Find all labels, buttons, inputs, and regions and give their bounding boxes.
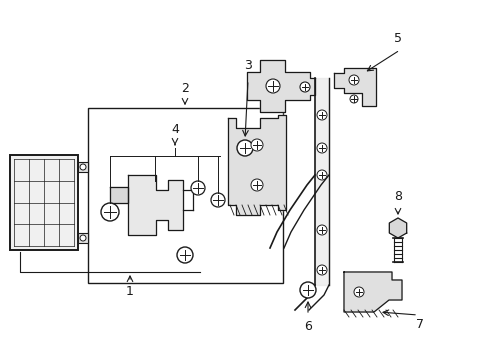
Text: 3: 3 [244,59,252,72]
Circle shape [317,170,327,180]
Circle shape [101,203,119,221]
Polygon shape [344,272,402,312]
Polygon shape [334,68,376,106]
Circle shape [350,95,358,103]
Text: 7: 7 [416,318,424,331]
Circle shape [177,247,193,263]
Polygon shape [315,78,329,285]
Polygon shape [128,175,183,235]
Circle shape [317,265,327,275]
Bar [10,155,78,250]
Text: 2: 2 [181,82,189,95]
Circle shape [354,287,364,297]
Circle shape [300,282,316,298]
Text: 4: 4 [171,123,179,136]
Circle shape [317,225,327,235]
Text: 8: 8 [394,190,402,203]
Circle shape [251,179,263,191]
Circle shape [317,110,327,120]
Circle shape [191,181,205,195]
Circle shape [300,82,310,92]
Polygon shape [228,115,286,215]
Circle shape [251,139,263,151]
Text: 5: 5 [394,32,402,45]
Bar [78,233,88,243]
Circle shape [349,75,359,85]
Text: 1: 1 [126,285,134,298]
Polygon shape [390,218,407,238]
Polygon shape [247,60,315,112]
Circle shape [211,193,225,207]
Circle shape [317,143,327,153]
Bar [78,162,88,172]
Polygon shape [110,187,128,203]
Circle shape [266,79,280,93]
Bar [88,108,283,283]
Text: 6: 6 [304,320,312,333]
Circle shape [80,235,86,241]
Circle shape [237,140,253,156]
Circle shape [80,164,86,170]
